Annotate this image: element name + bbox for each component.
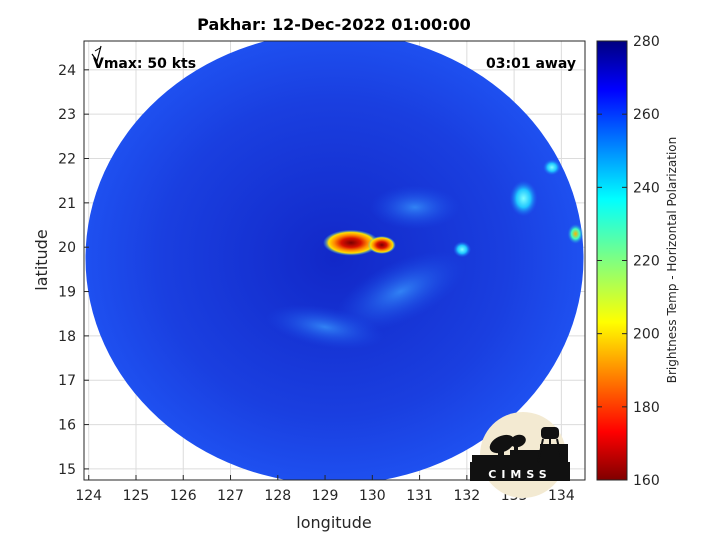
chart-title: Pakhar: 12-Dec-2022 01:00:00	[197, 15, 471, 34]
x-axis-label: longitude	[296, 513, 371, 532]
y-tick-label: 16	[58, 418, 76, 434]
colorbar-tick-label: 280	[633, 34, 660, 50]
y-tick-label: 21	[58, 196, 76, 212]
brightness-temp-feature	[509, 180, 538, 217]
colorbar-tick-label: 160	[633, 473, 660, 489]
storm-symbol-icon	[91, 45, 102, 63]
y-axis-ticks: 15 16 17 18 19 20 21 22 23 24	[58, 63, 89, 478]
y-tick-label: 23	[58, 107, 76, 123]
y-tick-label: 24	[58, 63, 76, 79]
colorbar-tick-label: 240	[633, 180, 660, 196]
brightness-temp-feature	[367, 235, 396, 254]
cimss-logo-text: CIMSS	[488, 468, 551, 481]
rain-band	[335, 251, 466, 332]
swath-disk	[85, 41, 584, 480]
brightness-temp-feature	[542, 159, 561, 176]
vmax-annotation: Vmax: 50 kts	[93, 56, 196, 72]
x-tick-label: 132	[453, 488, 480, 504]
x-tick-label: 129	[312, 488, 339, 504]
colorbar: 160 180 200 220 240 260 280 Brightness Temp - …	[596, 34, 679, 489]
y-tick-label: 17	[58, 373, 76, 389]
colorbar-ticks: 160 180 200 220 240 260 280	[597, 34, 660, 489]
x-tick-label: 130	[359, 488, 386, 504]
y-tick-label: 15	[58, 462, 76, 478]
y-tick-label: 22	[58, 152, 76, 168]
colorbar-label: Brightness Temp - Horizontal Polarizatio…	[665, 137, 679, 384]
colorbar-tick-label: 220	[633, 254, 660, 270]
water-tower-icon	[537, 427, 563, 463]
satellite-dish-icon	[489, 434, 526, 458]
cimss-logo: CIMSS	[470, 412, 570, 498]
rain-band	[369, 185, 460, 230]
x-axis-ticks: 124125126127128129130131132133134	[75, 475, 575, 504]
colorbar-tick-label: 180	[633, 400, 660, 416]
colorbar-tick-label: 260	[633, 107, 660, 123]
time-offset-annotation: 03:01 away	[486, 56, 576, 72]
brightness-temp-feature	[567, 223, 584, 244]
plot-frame	[83, 40, 586, 481]
x-tick-label: 134	[548, 488, 575, 504]
x-tick-label: 127	[217, 488, 244, 504]
y-tick-label: 18	[58, 329, 76, 345]
y-tick-label: 19	[58, 285, 76, 301]
x-tick-label: 131	[406, 488, 433, 504]
rain-band	[265, 304, 385, 350]
microwave-swath	[85, 41, 584, 480]
y-tick-label: 20	[58, 240, 76, 256]
x-tick-label: 128	[264, 488, 291, 504]
y-axis-label: latitude	[32, 229, 51, 290]
colorbar-tick-label: 200	[633, 327, 660, 343]
x-tick-label: 125	[123, 488, 150, 504]
x-tick-label: 126	[170, 488, 197, 504]
brightness-temp-feature	[453, 241, 472, 258]
plot-area: 124125126127128129130131132133134 151617…	[58, 40, 586, 504]
brightness-temp-feature	[323, 229, 380, 256]
x-tick-label: 124	[75, 488, 102, 504]
